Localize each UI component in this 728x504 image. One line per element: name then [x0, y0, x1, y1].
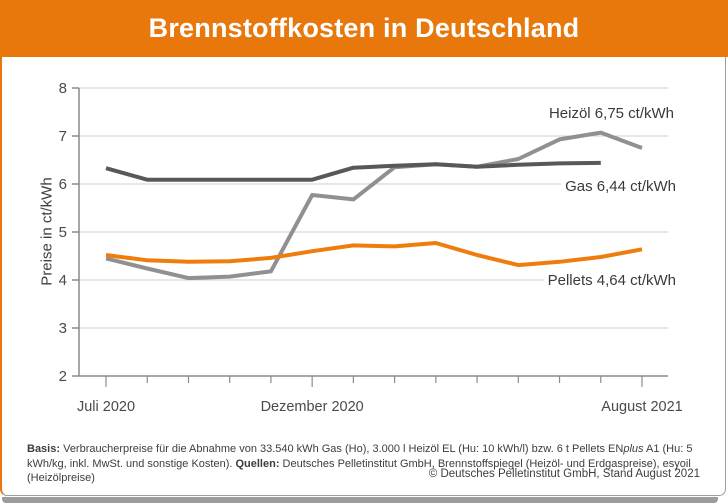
price-chart-svg: 2 3 4 5 6 7 8 Juli 2020 Dezember 2020 August 2021: [59, 80, 683, 415]
y-tick-label: 6: [59, 176, 67, 193]
pellets-series-label: Pellets 4,64 ct/kWh: [543, 271, 680, 290]
page-title: Brennstoffkosten in Deutschland: [148, 13, 580, 43]
y-tick-label: 4: [59, 272, 67, 289]
y-tick-label: 5: [59, 224, 67, 241]
heizoel-line: [105, 130, 643, 281]
pellets-line: [105, 241, 643, 268]
x-tick-label: August 2021: [601, 399, 682, 415]
header-bar: Brennstoffkosten in Deutschland: [0, 0, 728, 57]
footnote-enplus-italic: plus: [623, 443, 644, 455]
heizoel-series-label: Heizöl 6,75 ct/kWh: [544, 104, 678, 123]
y-tick-label: 3: [59, 320, 67, 337]
y-axis-title: Preise in ct/kWh: [38, 177, 56, 286]
footnote-basis-text-2: A1 (Hu: 5 kWh/kg, inkl. MwSt. und sonsti…: [27, 443, 693, 470]
gas-series-label: Gas 6,44 ct/kWh: [561, 177, 680, 196]
gas-line: [105, 160, 601, 182]
footnote-quellen-label: Quellen:: [235, 457, 280, 470]
footnote-quellen-text: Deutsches Pelletinstitut GmbH, Brennstof…: [27, 457, 691, 485]
bottom-shadow: [2, 497, 718, 503]
y-tick-label: 7: [59, 128, 67, 145]
footnote-basis-text-1: Verbraucherpreise für die Abnahme von 33…: [60, 443, 624, 455]
footnote: Basis: Verbraucherpreise für die Abnahme…: [27, 442, 709, 486]
x-tick-label: Dezember 2020: [261, 399, 364, 415]
y-tick-label: 2: [59, 368, 67, 385]
copyright-note: © Deutsches Pelletinstitut GmbH, Stand A…: [428, 468, 700, 480]
x-tick-label: Juli 2020: [77, 399, 135, 415]
y-tick-label: 8: [59, 80, 67, 97]
footnote-basis-label: Basis:: [27, 443, 61, 455]
